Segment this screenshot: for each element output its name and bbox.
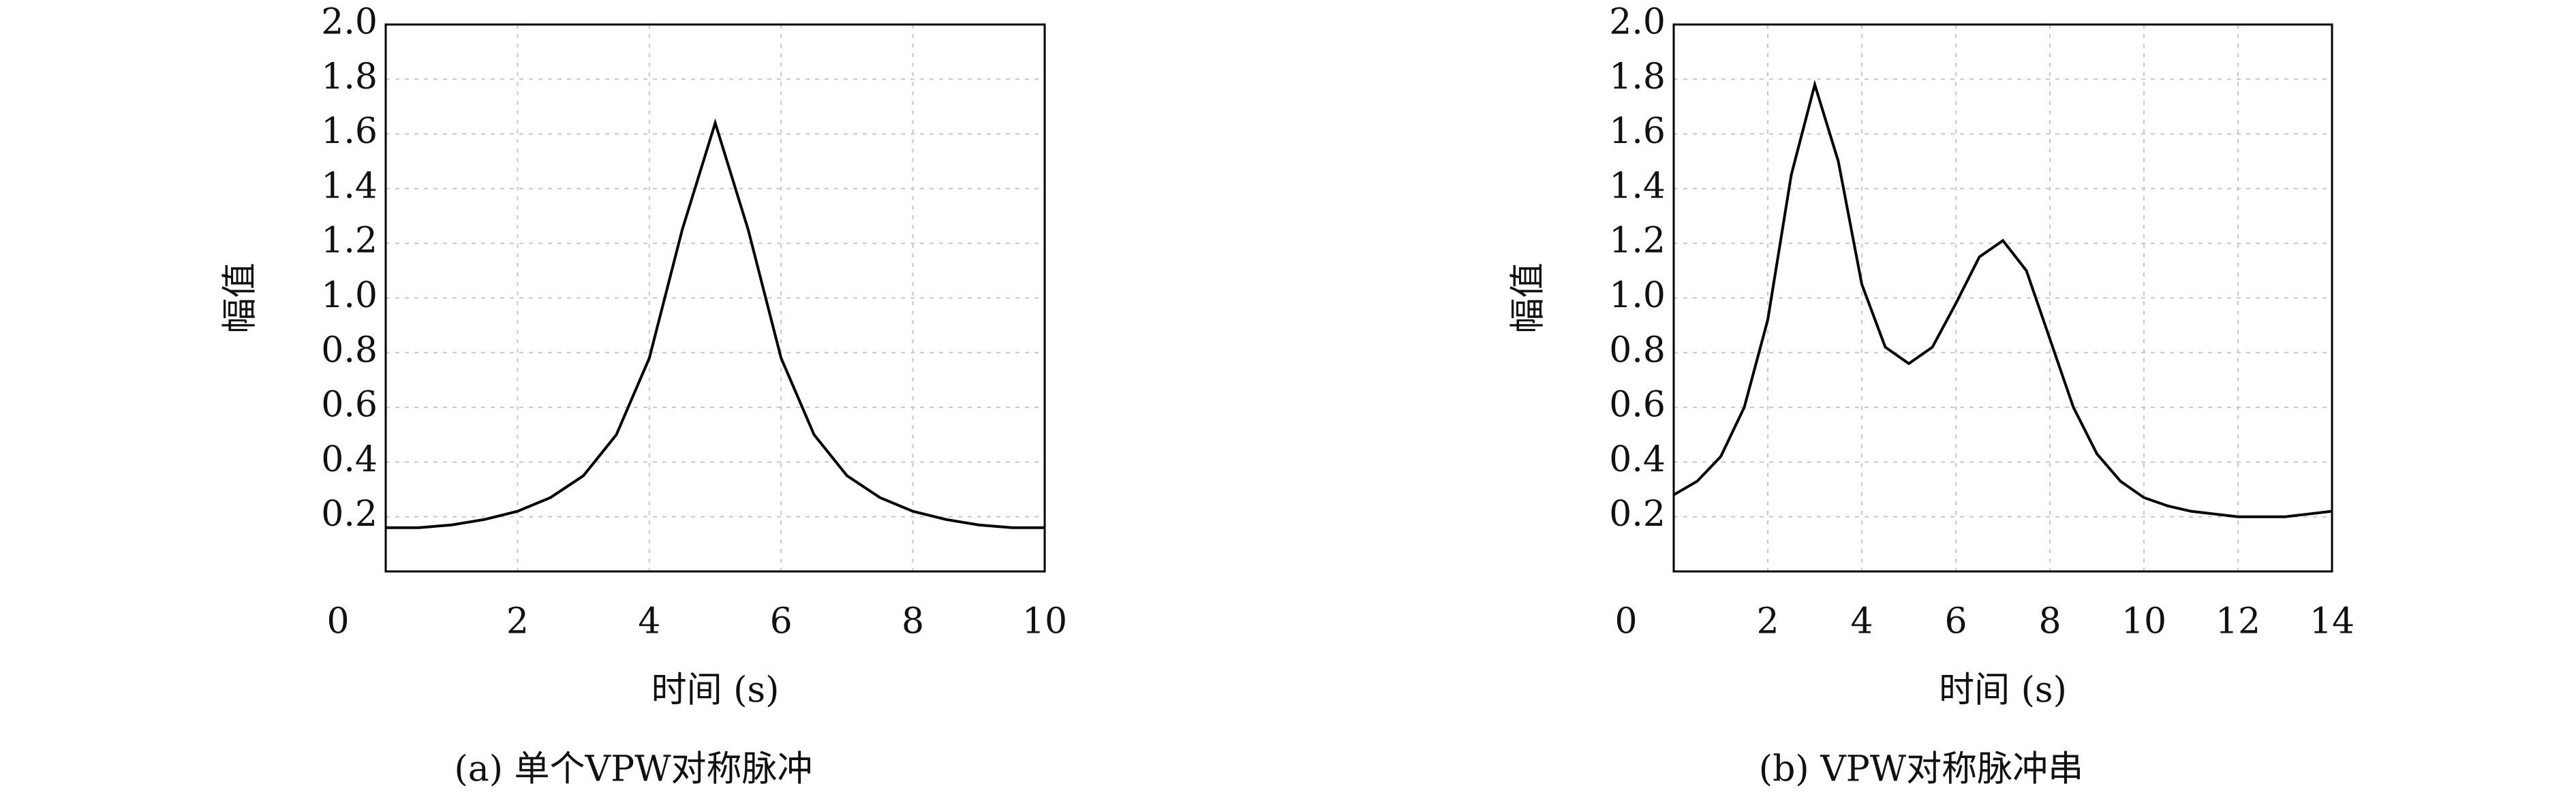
y-tick-label: 0.8	[321, 330, 378, 371]
y-tick-label: 1.6	[321, 111, 378, 152]
x-axis-label: 时间 (s)	[651, 670, 780, 711]
y-tick-label: 0.8	[1609, 330, 1666, 371]
y-tick-label: 0.2	[1609, 494, 1666, 535]
x-tick-label: 12	[2215, 601, 2260, 642]
y-tick-label: 1.8	[321, 57, 378, 97]
y-tick-label: 2.0	[321, 2, 378, 43]
data-line	[1672, 79, 2333, 518]
y-tick-label: 1.4	[321, 166, 378, 206]
plot-frame	[1672, 23, 2333, 573]
caption: (b) VPW对称脉冲串	[1759, 749, 2083, 790]
y-axis-label: 幅值	[1508, 262, 1549, 333]
y-tick-label: 2.0	[1609, 2, 1666, 43]
y-tick-label: 1.6	[1609, 111, 1666, 152]
plot-frame	[384, 23, 1046, 573]
y-tick-label: 0.4	[1609, 439, 1666, 480]
x-tick-label: 2	[1756, 601, 1779, 642]
y-tick-label: 0.6	[321, 385, 378, 426]
x-tick-label: 0	[326, 601, 349, 642]
x-tick-label: 14	[2310, 601, 2355, 642]
caption: (a) 单个VPW对称脉冲	[454, 749, 812, 790]
y-tick-label: 1.0	[321, 275, 378, 316]
x-tick-label: 10	[2121, 601, 2166, 642]
y-tick-label: 1.4	[1609, 166, 1666, 206]
y-tick-label: 1.0	[1609, 275, 1666, 316]
x-tick-label: 6	[1944, 601, 1967, 642]
data-line	[386, 118, 1045, 529]
x-tick-label: 10	[1022, 601, 1067, 642]
x-axis-label: 时间 (s)	[1939, 670, 2067, 711]
y-tick-label: 0.6	[1609, 385, 1666, 426]
y-axis-label: 幅值	[220, 262, 261, 333]
y-tick-label: 0.4	[321, 439, 378, 480]
x-tick-label: 4	[638, 601, 660, 642]
y-tick-label: 1.2	[321, 221, 378, 262]
x-tick-label: 2	[506, 601, 529, 642]
y-tick-label: 1.2	[1609, 221, 1666, 262]
x-tick-label: 8	[2038, 601, 2061, 642]
y-tick-label: 1.8	[1609, 57, 1666, 97]
x-tick-label: 4	[1850, 601, 1873, 642]
x-tick-label: 8	[902, 601, 924, 642]
y-tick-label: 0.2	[321, 494, 378, 535]
x-tick-label: 0	[1614, 601, 1637, 642]
x-tick-label: 6	[770, 601, 793, 642]
